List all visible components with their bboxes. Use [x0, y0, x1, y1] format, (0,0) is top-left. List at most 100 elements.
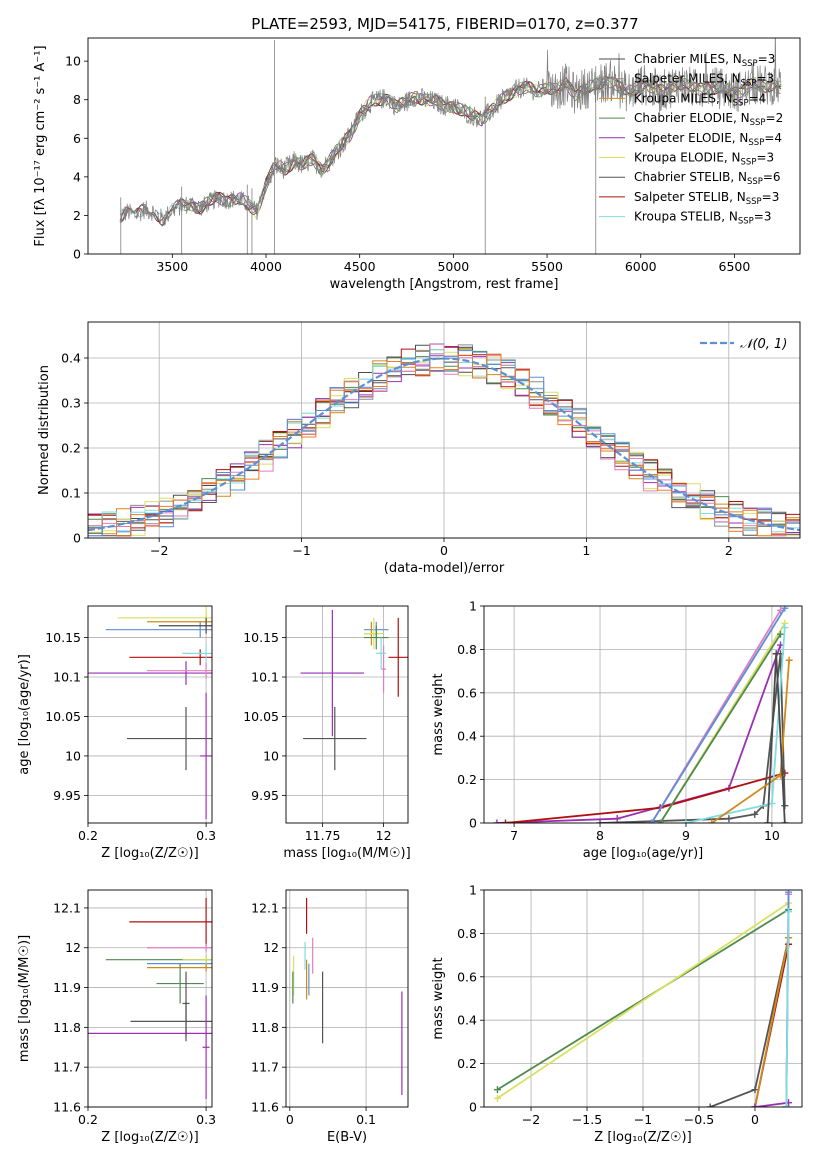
x-tick-label: 10: [764, 828, 780, 843]
y-tick-label: 0.2: [457, 1056, 477, 1071]
y-tick-label: 11.8: [251, 1020, 279, 1035]
plot-area: [292, 897, 403, 1096]
panel-mass_vs_Z: 0.2 0.3 11.6 11.7 11.8 11.9 12 12.1 Z [log₁₀(Z/Z…: [17, 889, 216, 1145]
weight-marker: [648, 819, 656, 823]
y-tick-label: 0: [469, 816, 477, 831]
y-tick-label: 0.4: [457, 1013, 477, 1028]
axes-frame: [483, 605, 803, 824]
y-tick-label: 1: [469, 883, 477, 898]
x-tick-label: 8: [596, 828, 604, 843]
y-tick-label: 10: [263, 748, 279, 763]
axes-frame: [87, 889, 213, 1108]
legend-entry: Chabrier ELODIE, NSSP=2: [634, 111, 783, 128]
y-tick-label: 12.1: [251, 900, 279, 915]
axes-frame: [285, 889, 409, 1108]
y-tick-label: 0.4: [457, 729, 477, 744]
weight-marker: [501, 819, 509, 823]
weight-series-line: [650, 607, 786, 823]
plot-area: [493, 890, 793, 1107]
axes-frame: [87, 321, 801, 539]
y-tick-label: 0: [73, 247, 81, 262]
y-tick-label: 12.1: [53, 900, 81, 915]
weight-marker: [781, 606, 789, 612]
weight-series-line: [496, 902, 790, 1100]
x-tick-label: 1: [582, 543, 590, 558]
x-tick-label: 9: [682, 828, 690, 843]
weight-marker: [781, 819, 789, 823]
x-tick-label: −1: [634, 1112, 652, 1127]
x-tick-label: 11.75: [305, 828, 341, 843]
x-tick-label: 4500: [344, 259, 376, 274]
x-tick-label: −2: [522, 1112, 540, 1127]
weight-marker: [777, 630, 785, 638]
y-tick-label: 10.15: [45, 630, 81, 645]
y-tick-label: 10: [65, 54, 81, 69]
y-axis-label: mass [log₁₀(M/M☉)]: [17, 935, 32, 1062]
y-tick-label: 4: [73, 169, 81, 184]
panel-weight_vs_age: 7 8 9 10 0 0.2 0.4 0.6 0.8 1 age [log₁₀(age/yr)] ma…: [431, 599, 803, 861]
weight-marker: [785, 656, 793, 664]
y-tick-label: 0.2: [61, 441, 81, 456]
weight-marker: [751, 810, 759, 818]
weight-series-line: [659, 633, 782, 823]
x-axis-label: Z [log₁₀(Z/Z☉)]: [101, 846, 198, 861]
x-tick-label: 6000: [625, 259, 657, 274]
weight-marker: [682, 819, 690, 823]
weight-marker: [772, 650, 780, 658]
weight-series-line: [496, 644, 782, 823]
x-tick-label: 0: [751, 1112, 759, 1127]
panel-spectrum: 3500 4000 4500 5000 5500 6000 6500 0 2 4 6 8 10 wavel…: [33, 37, 801, 292]
x-tick-label: 0.2: [78, 1112, 98, 1127]
plot-area: [493, 606, 793, 823]
y-tick-label: 12: [263, 940, 279, 955]
legend-entry: Chabrier STELIB, NSSP=6: [634, 170, 781, 187]
y-tick-label: 0: [469, 1100, 477, 1115]
y-tick-label: 10: [65, 748, 81, 763]
y-tick-label: 9.95: [53, 788, 81, 803]
y-tick-label: 0.2: [457, 772, 477, 787]
x-tick-label: −1: [292, 543, 310, 558]
x-tick-label: 0.1: [356, 1112, 376, 1127]
observed-spectrum-line: [119, 38, 782, 227]
y-tick-label: 11.6: [53, 1100, 81, 1115]
axes-frame: [483, 889, 803, 1108]
weight-marker: [493, 1086, 501, 1094]
y-tick-label: 0.8: [457, 642, 477, 657]
y-axis-label: mass weight: [431, 957, 446, 1039]
y-tick-label: 10.1: [53, 670, 81, 685]
weight-series-line: [754, 937, 790, 1107]
weight-series-line: [709, 937, 790, 1107]
y-tick-label: 6: [73, 131, 81, 146]
y-tick-label: 11.9: [251, 980, 279, 995]
x-tick-label: 3500: [156, 259, 188, 274]
plot-area: [88, 606, 212, 820]
x-tick-label: 6500: [719, 259, 751, 274]
panel-mass_vs_EBV: 0 0.1 11.6 11.7 11.8 11.9 12 12.1 E(B-V): [251, 889, 409, 1145]
y-tick-label: 0.1: [61, 486, 81, 501]
figure-title: PLATE=2593, MJD=54175, FIBERID=0170, z=0…: [251, 15, 638, 33]
weight-marker: [596, 819, 604, 823]
weight-marker: [768, 799, 776, 807]
x-axis-label: Z [log₁₀(Z/Z☉)]: [101, 1130, 198, 1145]
x-tick-label: 0.2: [78, 828, 98, 843]
weight-marker: [708, 819, 716, 823]
y-tick-label: 0.4: [61, 351, 81, 366]
weight-marker: [751, 1086, 759, 1094]
y-tick-label: 0.8: [457, 926, 477, 941]
y-tick-label: 10.05: [45, 709, 81, 724]
histogram-series: [88, 353, 800, 537]
weight-marker: [493, 1094, 501, 1102]
x-tick-label: 4000: [250, 259, 282, 274]
x-tick-label: 12: [376, 828, 392, 843]
x-tick-label: 0.3: [196, 828, 216, 843]
y-axis-label: Normed distribution: [37, 365, 52, 495]
weight-series-line: [785, 911, 790, 1107]
y-tick-label: 0.3: [61, 396, 81, 411]
y-tick-label: 10.15: [243, 630, 279, 645]
weight-marker: [785, 908, 793, 916]
y-tick-label: 9.95: [251, 788, 279, 803]
x-tick-label: −2: [150, 543, 168, 558]
y-tick-label: 12: [65, 940, 81, 955]
normal-curve: [88, 357, 800, 532]
